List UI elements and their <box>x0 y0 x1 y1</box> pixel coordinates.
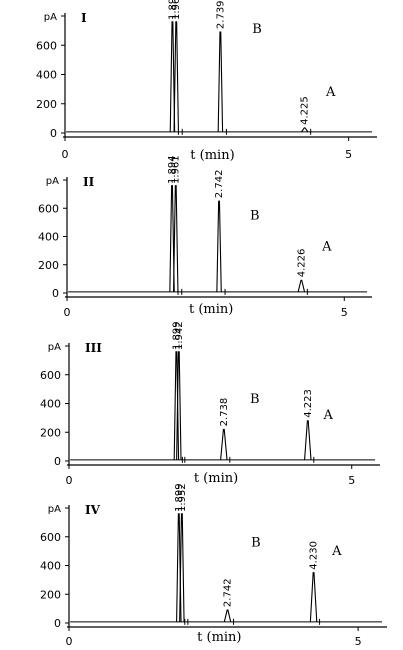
peak-rt-label: 2.742 <box>214 170 225 199</box>
panel-label: I <box>81 11 87 25</box>
y-tick-label: 400 <box>36 69 57 82</box>
peak-rt-label: 2.738 <box>219 398 230 427</box>
y-axis-label: pA <box>44 12 57 23</box>
x-tick-label: 0 <box>66 635 73 648</box>
peak-rt-label: 1.899 <box>174 483 185 512</box>
peak <box>176 351 182 460</box>
peak <box>301 127 309 133</box>
x-axis-label: t (min) <box>194 471 238 486</box>
x-tick-label: 0 <box>66 474 73 487</box>
y-tick-label: 0 <box>54 617 61 630</box>
peak <box>217 31 224 132</box>
peak <box>309 572 318 622</box>
x-axis-label: t (min) <box>189 302 233 317</box>
peak-rt-label: 1.894 <box>167 155 178 184</box>
panel-label: IV <box>85 503 101 517</box>
peak <box>304 420 312 460</box>
x-axis-label: t (min) <box>197 630 241 645</box>
x-tick-label: 5 <box>341 306 348 319</box>
y-axis-label: pA <box>48 504 61 515</box>
y-tick-label: 400 <box>40 398 61 411</box>
peak <box>169 185 175 292</box>
x-tick-label: 5 <box>355 635 362 648</box>
peak <box>172 185 179 292</box>
peak-rt-label: 4.225 <box>300 96 311 125</box>
y-tick-label: 200 <box>38 259 59 272</box>
annotation-compound-B: B <box>252 22 262 37</box>
y-tick-label: 200 <box>40 426 61 439</box>
y-tick-label: 600 <box>40 531 61 544</box>
y-tick-label: 200 <box>40 588 61 601</box>
peak <box>297 279 306 292</box>
x-tick-label: 0 <box>62 148 69 161</box>
y-tick-label: 600 <box>36 39 57 52</box>
peak-rt-label: 1.942 <box>174 321 185 350</box>
y-tick-label: 400 <box>38 231 59 244</box>
annotation-compound-B: B <box>251 536 261 551</box>
peak-rt-label: 4.226 <box>296 249 307 278</box>
peak <box>216 200 222 292</box>
peak <box>223 609 232 622</box>
peak <box>220 428 228 460</box>
x-axis-label: t (min) <box>190 148 234 163</box>
annotation-compound-B: B <box>250 392 260 407</box>
panel-label: II <box>83 175 95 189</box>
y-tick-label: 0 <box>52 287 59 300</box>
y-tick-label: 600 <box>40 369 61 382</box>
y-tick-label: 0 <box>54 455 61 468</box>
peak-rt-label: 1.952 <box>177 483 188 512</box>
panel-label: III <box>85 341 102 355</box>
peak-rt-label: 1.894 <box>167 0 178 20</box>
x-tick-label: 5 <box>345 148 352 161</box>
y-tick-label: 600 <box>38 202 59 215</box>
peak-rt-label: 1.899 <box>171 321 182 350</box>
peak <box>173 21 179 132</box>
peak-rt-label: 1.961 <box>171 155 182 184</box>
y-tick-label: 400 <box>40 560 61 573</box>
annotation-compound-A: A <box>325 85 336 100</box>
annotation-compound-A: A <box>331 544 342 559</box>
annotation-compound-A: A <box>322 408 333 423</box>
y-axis-label: pA <box>48 342 61 353</box>
peak-rt-label: 1.961 <box>171 0 182 20</box>
peak-rt-label: 2.742 <box>223 578 234 607</box>
peak <box>179 513 185 622</box>
annotation-compound-B: B <box>250 208 260 223</box>
peak-rt-label: 4.223 <box>303 389 314 418</box>
x-tick-label: 5 <box>348 474 355 487</box>
y-tick-label: 0 <box>50 127 57 140</box>
x-tick-label: 0 <box>64 306 71 319</box>
peak-rt-label: 2.739 <box>215 0 226 29</box>
y-axis-label: pA <box>46 176 59 187</box>
peak <box>169 21 176 132</box>
peak-rt-label: 4.230 <box>309 541 320 570</box>
annotation-compound-A: A <box>321 239 332 254</box>
y-tick-label: 200 <box>36 98 57 111</box>
